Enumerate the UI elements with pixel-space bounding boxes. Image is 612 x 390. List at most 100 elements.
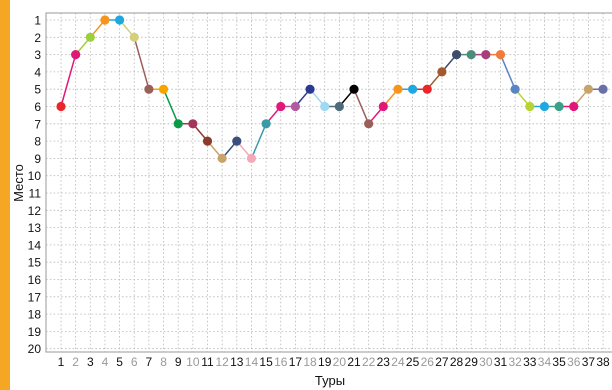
x-tick-label: 34: [538, 355, 552, 369]
x-tick-label: 33: [523, 355, 537, 369]
data-point: [466, 50, 476, 60]
data-point: [422, 84, 432, 94]
data-point: [246, 153, 257, 163]
x-tick-label: 25: [406, 355, 420, 369]
x-tick-label: 28: [450, 355, 464, 369]
y-axis-title: Место: [11, 164, 26, 202]
x-tick-label: 38: [596, 355, 610, 369]
data-point: [510, 84, 520, 94]
data-point: [158, 84, 169, 94]
x-tick-labels: 1 2 3 4 5 6 7 8 9 10 11 12 13 14 15 16 17 18 19 20 21 22 23 24 2…: [58, 355, 610, 369]
line-segment: [60, 53, 77, 108]
data-point: [115, 15, 125, 25]
x-tick-label: 13: [230, 355, 244, 369]
data-point: [378, 101, 388, 112]
x-tick-label: 16: [274, 355, 288, 369]
line-segment: [353, 88, 370, 125]
x-tick-label: 18: [303, 355, 317, 369]
data-point: [276, 101, 286, 112]
data-point: [393, 84, 403, 94]
data-point: [202, 136, 213, 146]
data-point: [495, 50, 506, 60]
data-point: [188, 119, 198, 129]
x-tick-label: 17: [289, 355, 303, 369]
x-tick-label: 5: [116, 355, 123, 369]
data-point: [408, 84, 418, 94]
accent-bar: [0, 0, 10, 390]
data-point: [173, 119, 183, 129]
y-tick-label: 11: [29, 187, 42, 201]
data-point: [437, 67, 447, 77]
data-point: [261, 119, 271, 129]
x-tick-label: 14: [245, 355, 259, 369]
x-tick-label: 30: [479, 355, 493, 369]
plot-area-border: [45, 12, 612, 353]
y-tick-label: 20: [28, 342, 42, 356]
line-segment: [133, 36, 150, 90]
data-point: [129, 32, 139, 42]
x-tick-label: 3: [87, 355, 94, 369]
x-tick-label: 27: [435, 355, 449, 369]
data-point: [525, 101, 535, 112]
y-tick-label: 5: [34, 83, 41, 97]
data-point: [554, 101, 564, 112]
line-segment: [250, 123, 267, 160]
y-tick-label: 13: [28, 221, 42, 235]
x-tick-label: 35: [552, 355, 566, 369]
x-tick-label: 10: [186, 355, 200, 369]
y-tick-label: 6: [34, 100, 41, 114]
data-point: [100, 15, 110, 25]
y-tick-label: 19: [28, 325, 42, 339]
data-point: [481, 50, 491, 60]
data-point: [539, 101, 550, 112]
data-point: [569, 101, 579, 112]
data-point: [85, 32, 95, 42]
data-point: [598, 84, 608, 94]
x-tick-label: 22: [362, 355, 376, 369]
x-tick-label: 20: [333, 355, 347, 369]
data-point: [349, 84, 359, 94]
x-tick-label: 4: [102, 355, 109, 369]
data-point: [320, 101, 330, 112]
y-tick-label: 3: [34, 48, 41, 62]
x-tick-label: 11: [201, 355, 214, 369]
data-point: [217, 153, 227, 163]
y-tick-label: 8: [34, 135, 41, 149]
data-point: [451, 50, 462, 60]
data-point: [144, 84, 154, 94]
y-tick-label: 4: [34, 65, 41, 79]
y-tick-label: 17: [28, 290, 42, 304]
x-tick-label: 7: [146, 355, 153, 369]
x-tick-label: 2: [72, 355, 79, 369]
y-tick-label: 2: [34, 31, 41, 45]
y-tick-label: 9: [34, 152, 41, 166]
data-points: [56, 15, 608, 163]
x-tick-label: 36: [567, 355, 581, 369]
y-tick-label: 10: [28, 169, 42, 183]
x-tick-label: 19: [318, 355, 332, 369]
x-tick-label: 23: [377, 355, 391, 369]
line-segment: [499, 53, 516, 90]
x-tick-label: 9: [175, 355, 182, 369]
x-tick-label: 32: [508, 355, 522, 369]
x-tick-label: 24: [391, 355, 405, 369]
line-segment: [162, 88, 179, 125]
data-point: [583, 84, 594, 94]
x-tick-label: 1: [58, 355, 65, 369]
y-tick-label: 12: [28, 204, 42, 218]
grid: [46, 13, 612, 352]
x-tick-label: 12: [215, 355, 229, 369]
y-tick-label: 1: [34, 14, 41, 28]
y-tick-label: 7: [34, 117, 41, 131]
data-point: [71, 50, 81, 60]
x-tick-label: 15: [259, 355, 273, 369]
x-tick-label: 21: [347, 355, 361, 369]
data-point: [56, 101, 66, 112]
data-point: [364, 119, 374, 129]
y-tick-label: 16: [28, 273, 42, 287]
y-tick-label: 15: [28, 256, 42, 270]
data-point: [232, 136, 242, 146]
